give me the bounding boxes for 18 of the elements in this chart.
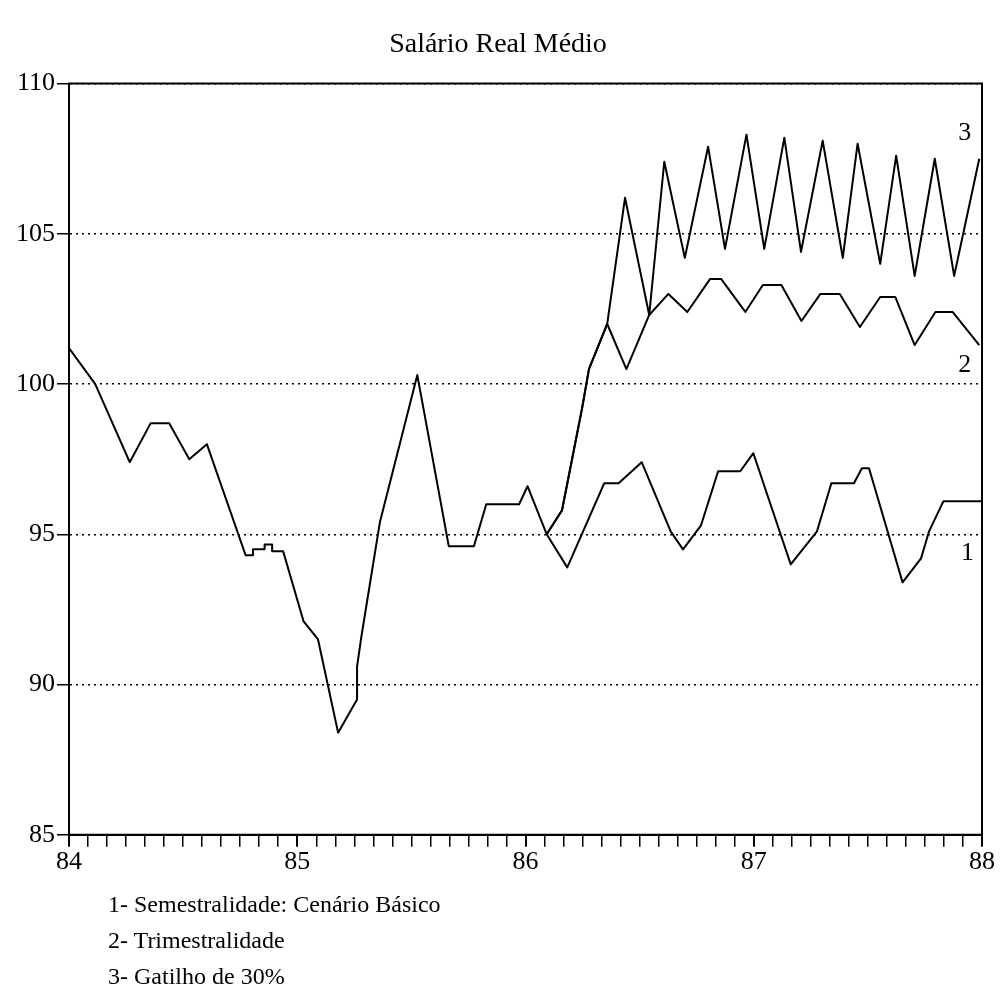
y-tick-label: 95 bbox=[29, 518, 55, 548]
x-tick-label: 86 bbox=[512, 846, 539, 876]
y-tick-label: 85 bbox=[29, 818, 55, 848]
x-tick-label: 85 bbox=[284, 846, 311, 876]
x-tick-label: 87 bbox=[740, 846, 767, 876]
chart-title: Salário Real Médio bbox=[389, 27, 607, 59]
x-tick-label: 88 bbox=[969, 846, 995, 876]
series-label: 3 bbox=[958, 116, 972, 146]
text: 1- Semestralidade: Cenário Básico bbox=[108, 890, 442, 919]
y-tick-label: 105 bbox=[16, 217, 55, 247]
x-tick-label: 84 bbox=[56, 846, 82, 876]
y-tick-label: 90 bbox=[29, 668, 55, 698]
text: 3- Gatilho de 30% bbox=[108, 962, 286, 991]
text: 2- Trimestralidade bbox=[108, 926, 286, 955]
series-label: 2 bbox=[958, 348, 972, 378]
series-label: 1 bbox=[961, 537, 974, 567]
y-tick-label: 100 bbox=[16, 367, 55, 397]
y-tick-label: 110 bbox=[16, 67, 55, 97]
